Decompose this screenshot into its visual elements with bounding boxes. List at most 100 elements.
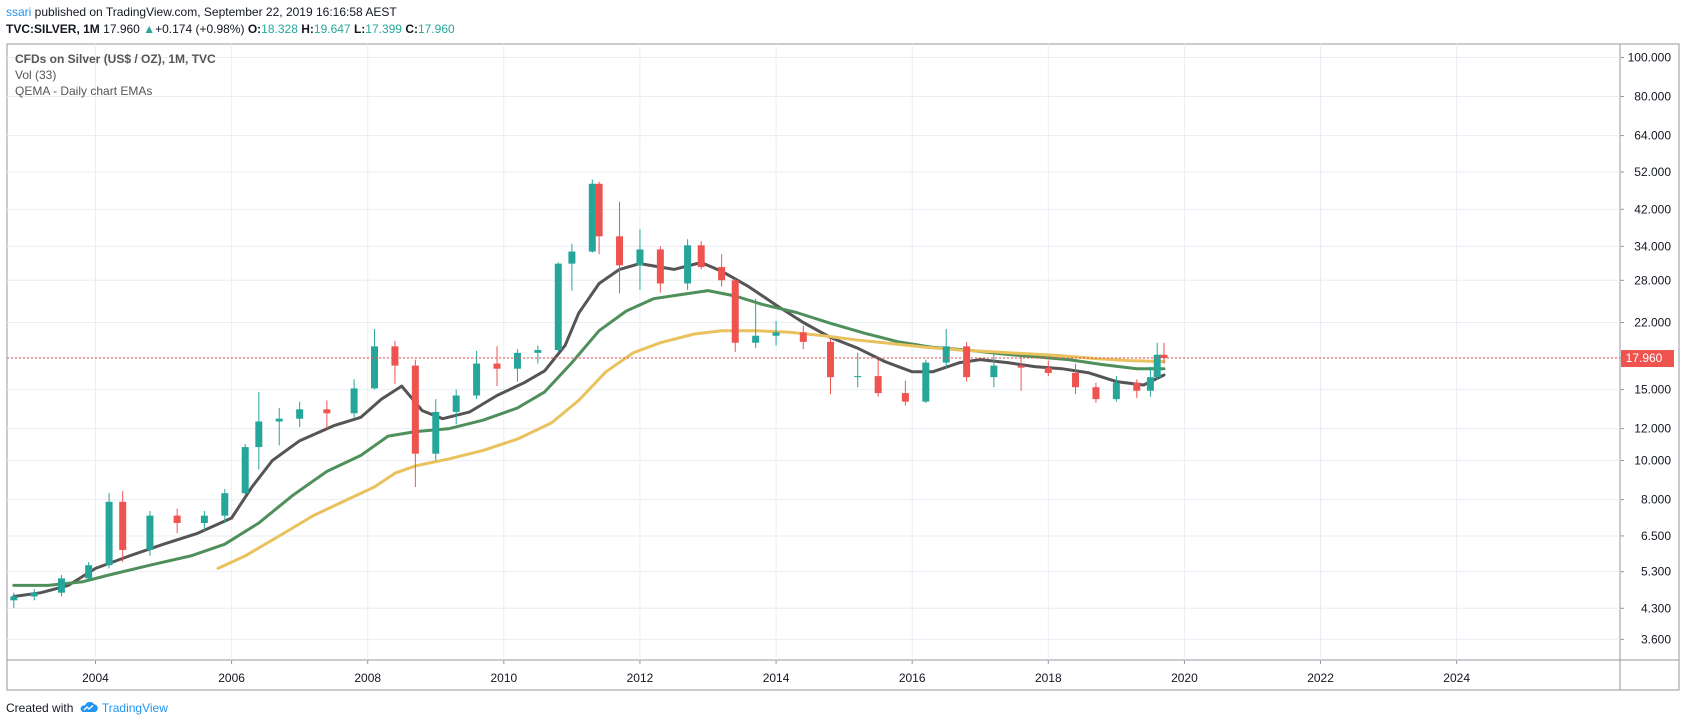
candle-up[interactable] — [636, 229, 644, 290]
y-tick-label: 100.000 — [1628, 50, 1672, 64]
publish-info: published on TradingView.com, September … — [31, 5, 397, 19]
time-axis[interactable]: 2004 2006 2008 2010 2012 2014 2016 2018 2020 2022… — [82, 660, 1470, 685]
candles[interactable] — [10, 179, 1168, 609]
candle-body — [1044, 367, 1052, 373]
volume-indicator-label[interactable]: Vol (33) — [15, 68, 57, 82]
candle-body — [922, 362, 930, 402]
candle-up[interactable] — [1112, 376, 1120, 402]
candle-down[interactable] — [1133, 379, 1141, 398]
candle-up[interactable] — [241, 443, 249, 496]
tradingview-brand-link[interactable]: TradingView — [101, 701, 168, 715]
candle-up[interactable] — [772, 320, 780, 346]
candle-up[interactable] — [942, 329, 950, 368]
candle-down[interactable] — [874, 359, 882, 397]
candle-down[interactable] — [411, 359, 419, 487]
candle-up[interactable] — [255, 391, 263, 470]
candle-body — [391, 346, 399, 366]
candle-up[interactable] — [452, 389, 460, 425]
candle-up[interactable] — [296, 401, 304, 428]
candle-up[interactable] — [221, 488, 229, 523]
candle-body — [588, 183, 596, 252]
candle-down[interactable] — [901, 380, 909, 406]
candle-down[interactable] — [1044, 360, 1052, 377]
candle-down[interactable] — [799, 325, 807, 350]
candle-down[interactable] — [1072, 363, 1080, 395]
candle-up[interactable] — [568, 243, 576, 291]
candle-up[interactable] — [275, 408, 283, 446]
candle-down[interactable] — [595, 181, 603, 255]
candle-up[interactable] — [554, 262, 562, 352]
candle-up[interactable] — [200, 510, 208, 531]
author-link[interactable]: ssari — [6, 5, 32, 19]
candle-down[interactable] — [493, 346, 501, 387]
candle-up[interactable] — [684, 239, 692, 290]
candle-body — [10, 596, 18, 601]
candle-up[interactable] — [350, 379, 358, 418]
candle-up[interactable] — [1146, 366, 1154, 397]
candle-body — [411, 365, 419, 454]
candle-body — [990, 365, 998, 378]
candle-body — [718, 267, 726, 281]
price-axis[interactable]: 100.000 80.000 64.000 52.000 42.000 34.000 28.… — [1620, 50, 1671, 646]
candle-up[interactable] — [432, 399, 440, 461]
candle-body — [901, 393, 909, 402]
candle-up[interactable] — [513, 349, 521, 382]
x-tick-label: 2008 — [354, 671, 381, 685]
x-tick-label: 2018 — [1035, 671, 1062, 685]
candle-down[interactable] — [1160, 342, 1168, 364]
candle-up[interactable] — [57, 575, 65, 597]
candle-up[interactable] — [371, 329, 379, 390]
candle-down[interactable] — [119, 491, 127, 563]
candle-down[interactable] — [616, 201, 624, 294]
y-tick-label: 52.000 — [1634, 165, 1671, 179]
x-tick-label: 2004 — [82, 671, 109, 685]
candle-body — [323, 409, 331, 414]
candle-down[interactable] — [323, 400, 331, 429]
close-value: 17.960 — [417, 22, 455, 36]
candle-up[interactable] — [1153, 342, 1161, 380]
candle-up[interactable] — [922, 359, 930, 403]
candle-up[interactable] — [534, 345, 542, 364]
candle-down[interactable] — [718, 254, 726, 287]
candle-down[interactable] — [656, 246, 664, 293]
y-tick-label: 22.000 — [1634, 316, 1671, 330]
open-label: O: — [247, 22, 262, 36]
candle-up[interactable] — [854, 352, 862, 388]
candle-up[interactable] — [85, 562, 93, 582]
candle-up[interactable] — [105, 493, 113, 569]
ema-indicator-label[interactable]: QEMA - Daily chart EMAs — [15, 84, 153, 98]
x-tick-label: 2006 — [218, 671, 245, 685]
y-tick-label: 8.000 — [1641, 493, 1671, 507]
candle-body — [534, 350, 542, 353]
ohlc-bar: TVC:SILVER, 1M 17.960 ▲+0.174 (+0.98%) O… — [6, 21, 455, 37]
candle-up[interactable] — [990, 352, 998, 388]
y-tick-label: 3.600 — [1641, 632, 1671, 646]
candle-down[interactable] — [827, 339, 835, 395]
candle-down[interactable] — [1017, 355, 1025, 391]
open-value: 18.328 — [261, 22, 298, 36]
candle-body — [568, 251, 576, 264]
y-tick-label: 80.000 — [1634, 90, 1671, 104]
candle-down[interactable] — [173, 508, 181, 534]
candle-down[interactable] — [391, 340, 399, 384]
series-title[interactable]: CFDs on Silver (US$ / OZ), 1M, TVC — [15, 52, 216, 66]
candle-up[interactable] — [588, 179, 596, 253]
chart-border — [6, 43, 1680, 691]
high-value: 19.647 — [313, 22, 351, 36]
candle-up[interactable] — [146, 510, 154, 556]
ema-slow-line — [216, 329, 1166, 570]
candle-down[interactable] — [697, 241, 705, 270]
candle-down[interactable] — [1092, 382, 1100, 403]
candle-body — [1112, 382, 1120, 400]
candle-down[interactable] — [731, 279, 739, 352]
candle-up[interactable] — [30, 589, 38, 601]
candle-up[interactable] — [10, 592, 18, 609]
candle-body — [513, 352, 521, 369]
y-tick-label: 4.300 — [1641, 601, 1671, 615]
candle-body — [255, 421, 263, 448]
candle-up[interactable] — [473, 350, 481, 400]
candle-body — [30, 592, 38, 597]
candle-down[interactable] — [963, 341, 971, 382]
candle-up[interactable] — [752, 298, 760, 349]
